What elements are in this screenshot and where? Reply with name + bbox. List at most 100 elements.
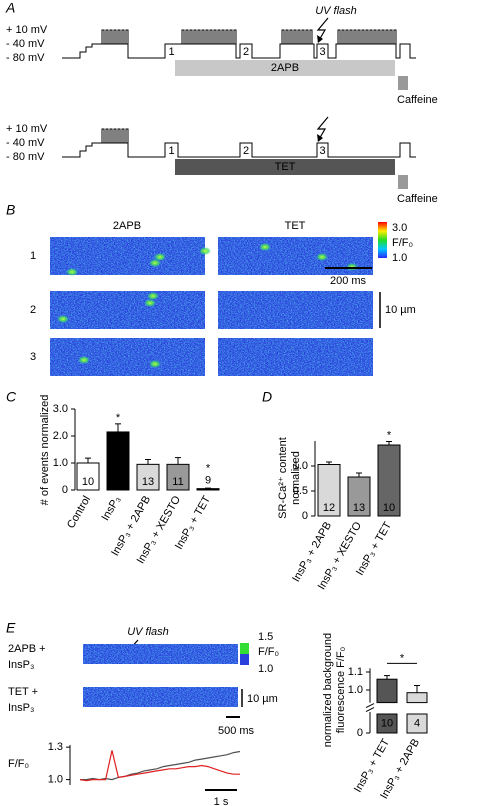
y-tick-label: 3.0 — [53, 403, 68, 415]
linescan-image — [50, 237, 205, 275]
y-tick-label: 1.1 — [348, 666, 363, 678]
step-label: 1 — [168, 145, 174, 157]
n-label: 4 — [414, 717, 420, 729]
colorbar-label: 1.0 — [392, 252, 407, 264]
bar — [376, 678, 398, 704]
voltage-protocol — [62, 43, 416, 59]
voltage-label: - 80 mV — [6, 151, 45, 163]
significance-star: * — [206, 463, 211, 475]
spark — [57, 315, 69, 323]
row-label: InsP₃ — [8, 702, 35, 714]
caffeine-bar — [398, 175, 408, 189]
y-axis-label: normalized background — [322, 633, 334, 747]
y-tick-label: 1.0 — [48, 774, 63, 786]
linescan-image — [50, 291, 205, 329]
colorbar-top — [240, 643, 249, 654]
y-axis-label: SR-Ca²⁺ content — [277, 437, 289, 519]
y-tick-label: 1.0 — [293, 460, 308, 472]
spark — [78, 356, 90, 364]
colorbar-bottom — [240, 654, 249, 665]
row-label: InsP₃ — [8, 659, 35, 671]
n-label: 20 — [112, 476, 124, 488]
bar-base — [376, 713, 398, 734]
pulse-train — [101, 29, 397, 44]
n-label: 11 — [172, 476, 183, 488]
row-label: 3 — [30, 351, 36, 363]
linescan-image — [83, 644, 238, 664]
step-label: 1 — [168, 46, 174, 58]
drug-label: TET — [275, 161, 296, 173]
axis-break — [365, 707, 375, 713]
drug-bar — [175, 60, 395, 76]
uv-flash-arrowhead — [317, 35, 323, 43]
bar — [196, 488, 220, 491]
time-scale-label: 200 ms — [330, 275, 367, 287]
colorbar-label: 3.0 — [392, 222, 407, 234]
voltage-label: + 10 mV — [6, 24, 48, 36]
step-label: 3 — [319, 145, 325, 157]
uv-flash-arrow — [316, 116, 329, 142]
significance-star: * — [116, 412, 121, 424]
y-tick-label: 0 — [62, 484, 68, 496]
y-axis-label: fluorescence F/F₀ — [335, 647, 347, 734]
uv-flash-arrowhead — [317, 134, 323, 142]
spark — [316, 253, 328, 261]
y-tick-label: 1.0 — [53, 457, 68, 469]
axis-break — [365, 703, 375, 709]
drug-label: 2APB — [271, 62, 299, 74]
y-axis-label: normalized — [290, 451, 302, 505]
bar-base — [406, 713, 428, 734]
y-axis-label: # of events normalized — [39, 395, 51, 506]
space-scale-label: 10 µm — [247, 693, 278, 705]
row-label: 1 — [30, 250, 36, 262]
spark — [66, 268, 78, 276]
n-label: 12 — [323, 502, 335, 514]
category-label: InsP₃ — [99, 494, 123, 523]
linescan-image — [218, 338, 373, 376]
voltage-label: - 40 mV — [6, 38, 45, 50]
step-label: 2 — [243, 46, 249, 58]
colorbar-label: F/F₀ — [392, 237, 413, 249]
spark — [259, 243, 271, 251]
linescan-image — [218, 291, 373, 329]
column-title: TET — [285, 220, 306, 232]
row-label: 2APB + — [8, 643, 46, 655]
linescan-image — [83, 687, 238, 707]
caffeine-bar — [398, 76, 408, 90]
y-axis-label: F/F₀ — [8, 758, 29, 770]
voltage-label: - 40 mV — [6, 137, 45, 149]
spark — [199, 247, 211, 255]
y-tick-label: 0.5 — [293, 485, 308, 497]
step-label: 3 — [319, 46, 325, 58]
spark — [149, 259, 161, 267]
panel-label: B — [6, 202, 15, 218]
colorbar — [378, 222, 387, 258]
linescan-image — [50, 338, 205, 376]
voltage-protocol — [62, 142, 416, 158]
drug-bar — [175, 159, 395, 175]
colorbar-label: F/F₀ — [258, 646, 279, 658]
spark — [147, 292, 159, 300]
column-title: 2APB — [113, 220, 141, 232]
category-label: Control — [65, 494, 93, 531]
y-tick-label: 2.0 — [53, 430, 68, 442]
pulse-train — [101, 128, 129, 143]
panel-label: C — [6, 389, 17, 405]
trace — [80, 750, 241, 781]
panel-label: E — [6, 620, 16, 636]
caffeine-label: Caffeine — [397, 193, 438, 205]
significance-star: * — [387, 429, 392, 441]
n-label: 10 — [82, 476, 94, 488]
uv-flash-label: UV flash — [315, 5, 357, 17]
time-scale-label: 1 s — [214, 796, 229, 806]
colorbar-label: 1.0 — [258, 663, 273, 675]
bar — [406, 692, 428, 704]
y-tick-label: 1.3 — [48, 741, 63, 753]
voltage-label: - 80 mV — [6, 52, 45, 64]
time-scale-label: 500 ms — [218, 725, 255, 737]
voltage-label: + 10 mV — [6, 123, 48, 135]
n-label: 13 — [353, 502, 365, 514]
panel-label: D — [262, 389, 272, 405]
